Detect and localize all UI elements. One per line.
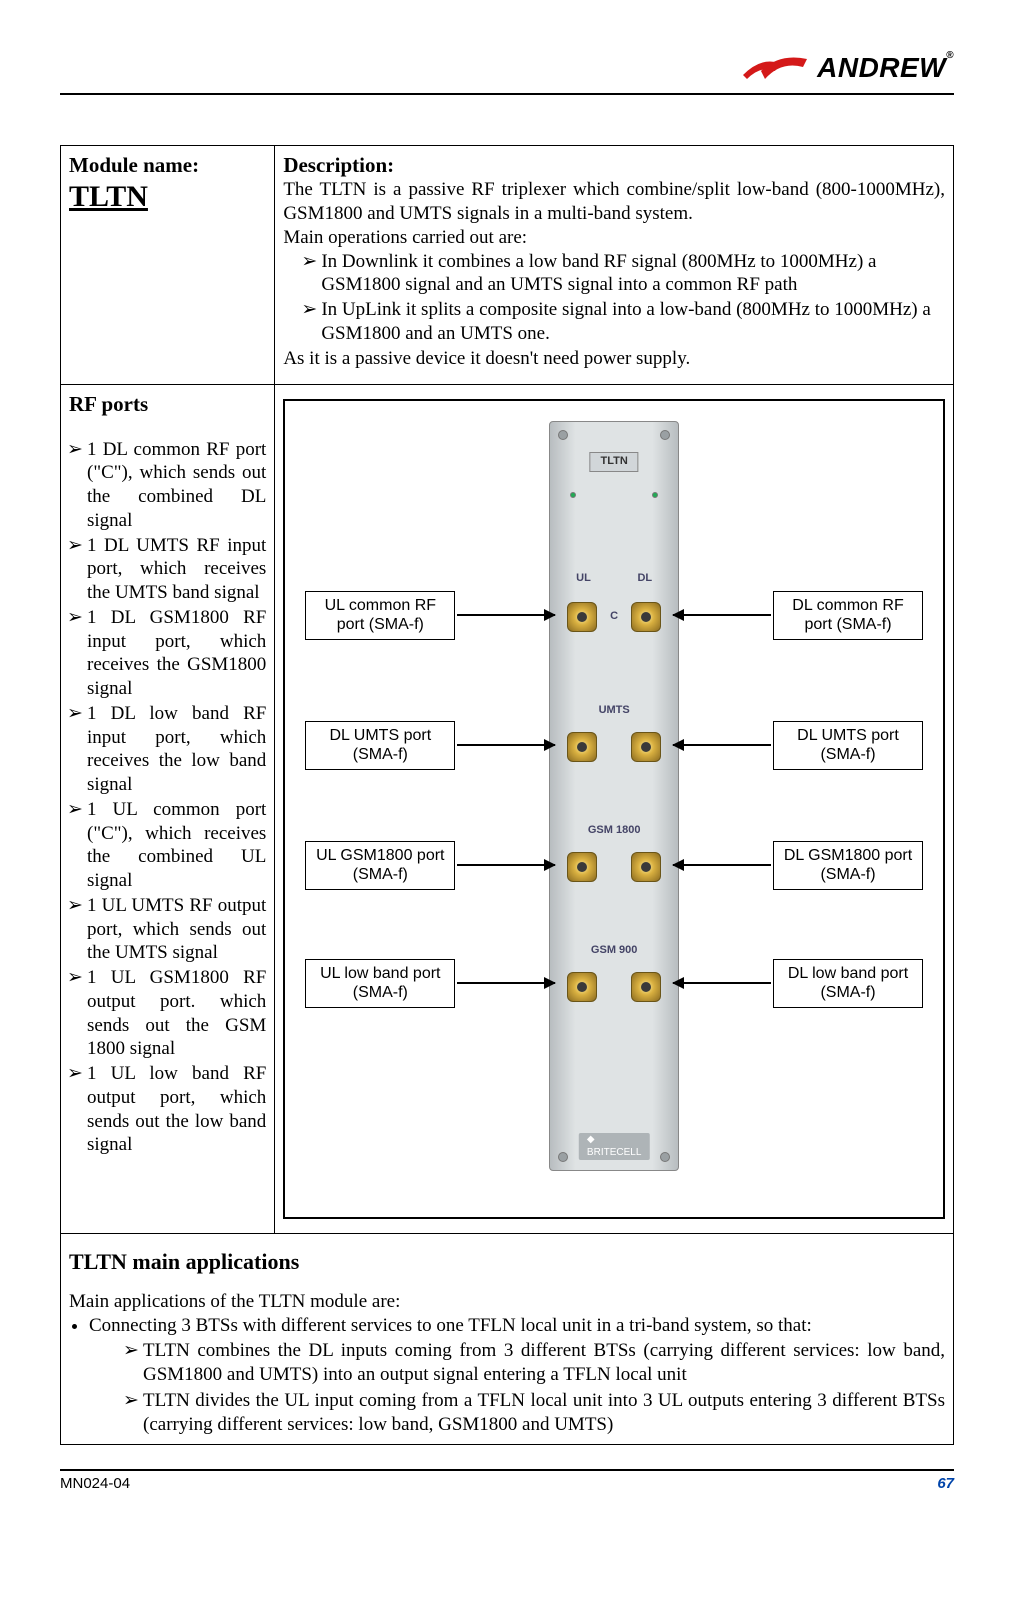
device-body: TLTN UL DL C UMTS GSM 1800 GSM 900	[549, 421, 679, 1171]
footer-doc-id: MN024-04	[60, 1475, 130, 1494]
page-footer: MN024-04 67	[60, 1469, 954, 1494]
callout-ul-gsm1800: UL GSM1800 port (SMA-f)	[305, 841, 455, 889]
arrow-icon	[457, 864, 555, 866]
description-outro: As it is a passive device it doesn't nee…	[283, 347, 945, 371]
applications-sub-item: TLTN divides the UL input coming from a …	[139, 1389, 945, 1437]
applications-bullet: Connecting 3 BTSs with different service…	[89, 1314, 945, 1437]
description-header: Description:	[283, 152, 945, 178]
sma-connector-icon	[631, 972, 661, 1002]
logo-text: ANDREW®	[817, 50, 954, 85]
device-label: TLTN	[590, 452, 639, 472]
band-label: UMTS	[599, 704, 630, 718]
screw-icon	[558, 430, 568, 440]
britecell-label: ◆ BRITECELL	[579, 1133, 649, 1160]
description-cell: Description: The TLTN is a passive RF tr…	[275, 146, 954, 385]
led-icon	[570, 492, 576, 498]
callout-dl-umts-right: DL UMTS port (SMA-f)	[773, 721, 923, 769]
rf-port-item: 1 DL low band RF input port, which recei…	[83, 702, 266, 797]
module-name-cell: Module name: TLTN	[61, 146, 275, 385]
rf-port-item: 1 UL low band RF output port, which send…	[83, 1062, 266, 1157]
screw-icon	[660, 1152, 670, 1162]
arrow-icon	[673, 744, 771, 746]
port-row	[550, 972, 678, 1002]
rf-ports-list: 1 DL common RF port ("C"), which sends o…	[69, 438, 266, 1158]
footer-page-number: 67	[937, 1475, 954, 1494]
port-row	[550, 602, 678, 632]
applications-sub-item: TLTN combines the DL inputs coming from …	[139, 1339, 945, 1387]
module-table: Module name: TLTN Description: The TLTN …	[60, 145, 954, 1445]
rf-port-item: 1 DL UMTS RF input port, which receives …	[83, 534, 266, 605]
module-name: TLTN	[69, 178, 266, 216]
applications-sublist: TLTN combines the DL inputs coming from …	[89, 1339, 945, 1436]
arrow-icon	[457, 982, 555, 984]
rf-ports-header: RF ports	[69, 391, 266, 417]
applications-bullet-text: Connecting 3 BTSs with different service…	[89, 1315, 812, 1336]
rf-ports-cell: RF ports 1 DL common RF port ("C"), whic…	[61, 385, 275, 1234]
sma-connector-icon	[567, 852, 597, 882]
rf-port-item: 1 UL common port ("C"), which receives t…	[83, 798, 266, 893]
arrow-icon	[673, 614, 771, 616]
ul-label: UL	[576, 572, 591, 586]
band-label: GSM 1800	[588, 824, 641, 838]
description-op: In UpLink it splits a composite signal i…	[317, 298, 945, 346]
rf-port-item: 1 UL UMTS RF output port, which sends ou…	[83, 894, 266, 965]
callout-ul-common: UL common RF port (SMA-f)	[305, 591, 455, 639]
sma-connector-icon	[631, 852, 661, 882]
callout-dl-gsm1800: DL GSM1800 port (SMA-f)	[773, 841, 923, 889]
sma-connector-icon	[567, 602, 597, 632]
screw-icon	[660, 430, 670, 440]
description-intro: The TLTN is a passive RF triplexer which…	[283, 178, 945, 226]
applications-cell: TLTN main applications Main applications…	[61, 1234, 954, 1445]
description-ops-intro: Main operations carried out are:	[283, 226, 945, 250]
description-ops-list: In Downlink it combines a low band RF si…	[283, 250, 945, 346]
diagram-cell: TLTN UL DL C UMTS GSM 1800 GSM 900	[275, 385, 954, 1234]
device-diagram: TLTN UL DL C UMTS GSM 1800 GSM 900	[283, 399, 945, 1219]
description-op: In Downlink it combines a low band RF si…	[317, 250, 945, 298]
port-row	[550, 732, 678, 762]
callout-dl-common: DL common RF port (SMA-f)	[773, 591, 923, 639]
callout-dl-lowband: DL low band port (SMA-f)	[773, 959, 923, 1007]
applications-intro: Main applications of the TLTN module are…	[69, 1290, 945, 1314]
arrow-icon	[457, 614, 555, 616]
callout-ul-lowband: UL low band port (SMA-f)	[305, 959, 455, 1007]
port-row	[550, 852, 678, 882]
logo: ANDREW®	[741, 50, 954, 85]
applications-header: TLTN main applications	[69, 1248, 945, 1276]
band-label: GSM 900	[591, 944, 637, 958]
applications-list: Connecting 3 BTSs with different service…	[69, 1314, 945, 1437]
rf-port-item: 1 DL common RF port ("C"), which sends o…	[83, 438, 266, 533]
rf-port-item: 1 UL GSM1800 RF output port. which sends…	[83, 966, 266, 1061]
arrow-icon	[673, 864, 771, 866]
logo-mark-icon	[741, 53, 811, 83]
page-header: ANDREW®	[60, 50, 954, 95]
callout-dl-umts-left: DL UMTS port (SMA-f)	[305, 721, 455, 769]
arrow-icon	[457, 744, 555, 746]
led-icon	[652, 492, 658, 498]
sma-connector-icon	[567, 972, 597, 1002]
module-name-header: Module name:	[69, 152, 266, 178]
sma-connector-icon	[631, 732, 661, 762]
rf-port-item: 1 DL GSM1800 RF input port, which receiv…	[83, 606, 266, 701]
screw-icon	[558, 1152, 568, 1162]
sma-connector-icon	[631, 602, 661, 632]
dl-label: DL	[637, 572, 652, 586]
sma-connector-icon	[567, 732, 597, 762]
arrow-icon	[673, 982, 771, 984]
